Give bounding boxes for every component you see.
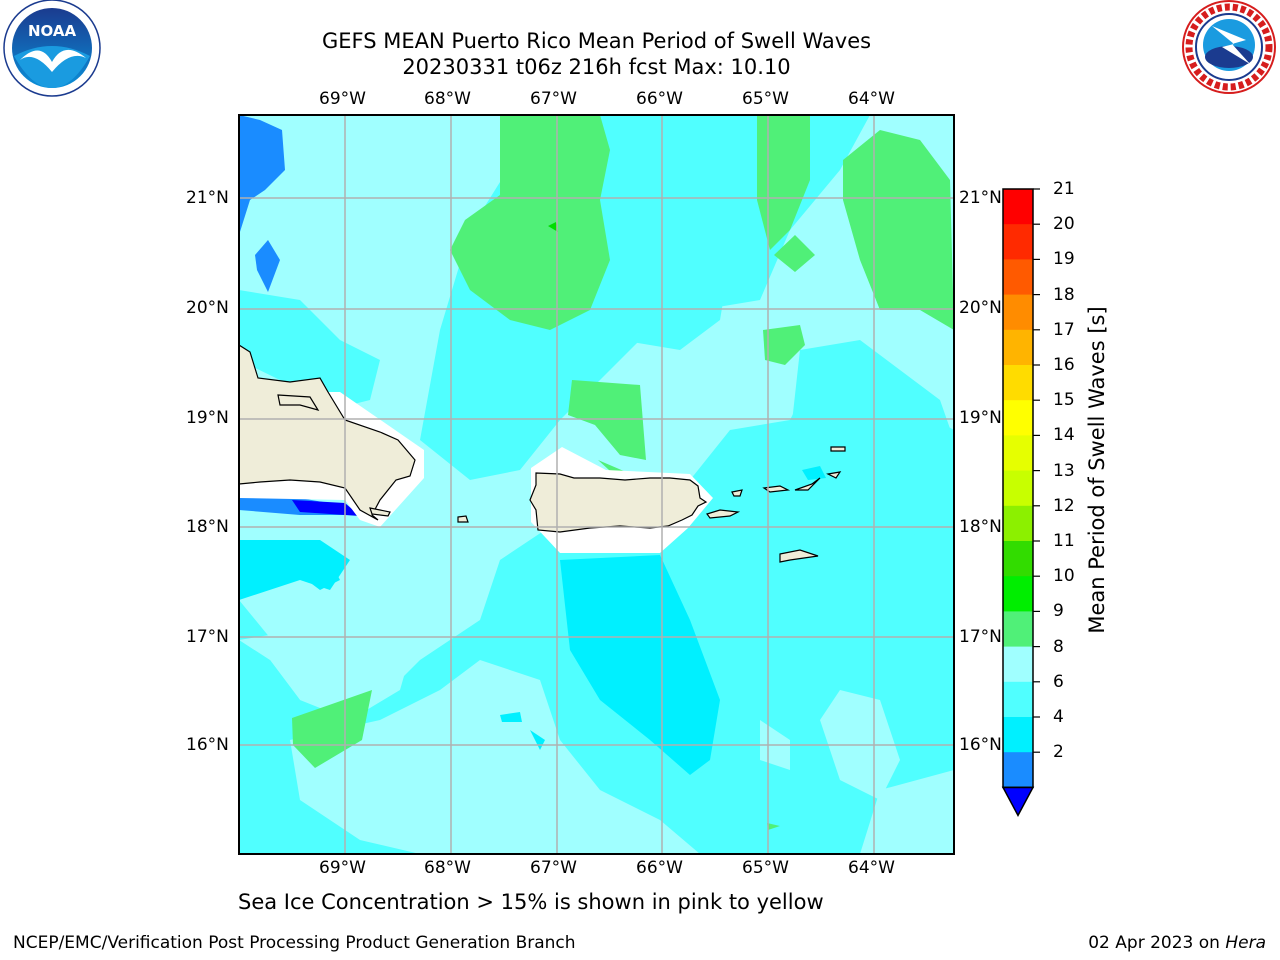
colorbar-tick-label: 16 [1053,355,1075,375]
colorbar-tick-label: 18 [1053,284,1075,305]
lon-label-top: 67°W [530,89,577,109]
lat-label-left: 21°N [186,188,229,208]
footer-date-text: 02 Apr 2023 on [1088,933,1226,953]
colorbar-frame [1002,188,1034,789]
colorbar-segment [1003,681,1033,718]
colorbar-tick-label: 8 [1053,636,1064,657]
colorbar-tick-label: 11 [1053,531,1075,551]
colorbar-segment [1003,329,1033,366]
footer-host: Hera [1225,933,1266,953]
map-frame [238,114,955,855]
footer-branch: NCEP/EMC/Verification Post Processing Pr… [13,933,576,953]
colorbar-segment [1003,189,1033,225]
lon-label-top: 69°W [319,89,366,109]
lat-label-left: 19°N [186,408,229,428]
colorbar [1001,188,1040,817]
colorbar-tick-label: 21 [1053,179,1075,199]
colorbar-tick-label: 4 [1053,707,1064,727]
lat-label-left: 18°N [186,517,229,537]
graticule [239,115,954,854]
sea-ice-note: Sea Ice Concentration > 15% is shown in … [238,890,824,914]
colorbar-under-extension [1001,786,1035,817]
lat-label-left: 17°N [186,627,229,647]
colorbar-segment [1003,435,1033,472]
lat-label-right: 20°N [959,298,1002,318]
lon-label-bottom: 67°W [530,858,577,878]
lat-label-right: 16°N [959,735,1002,755]
lon-label-bottom: 65°W [742,858,789,878]
lat-label-left: 16°N [186,735,229,755]
lon-label-bottom: 66°W [636,858,683,878]
lat-label-right: 17°N [959,627,1002,647]
colorbar-tick-label: 20 [1053,214,1075,235]
lon-label-bottom: 68°W [424,858,471,878]
colorbar-segment [1003,752,1033,788]
colorbar-segment [1003,294,1033,331]
nws-logo [1182,0,1276,94]
colorbar-tick-label: 10 [1053,566,1075,587]
colorbar-segment [1003,259,1033,296]
colorbar-segment [1003,717,1033,753]
lon-label-top: 65°W [742,89,789,109]
colorbar-tick-label: 17 [1053,319,1075,340]
lon-label-top: 64°W [848,89,895,109]
lat-label-right: 19°N [959,408,1002,428]
colorbar-segment [1003,646,1033,683]
map-area [239,115,954,854]
footer-date: 02 Apr 2023 on Hera [1088,933,1266,953]
svg-text:NOAA: NOAA [28,22,77,40]
colorbar-segment [1003,541,1033,577]
noaa-logo: NOAA [3,0,101,97]
lat-label-right: 18°N [959,517,1002,537]
colorbar-tick-label: 6 [1053,671,1064,692]
colorbar-tick-label: 9 [1053,601,1064,622]
colorbar-tick-label: 14 [1053,425,1075,446]
colorbar-tick-label: 2 [1053,742,1064,763]
colorbar-segment [1003,400,1033,436]
lat-label-left: 20°N [186,298,229,318]
colorbar-tick-label: 19 [1053,249,1075,270]
chart-subtitle: 20230331 t06z 216h fcst Max: 10.10 [402,55,791,79]
lon-label-top: 66°W [636,89,683,109]
colorbar-segment [1003,470,1033,507]
colorbar-segment [1003,576,1033,612]
lon-label-bottom: 69°W [319,858,366,878]
lat-label-right: 21°N [959,188,1002,208]
lon-label-top: 68°W [424,89,471,109]
colorbar-tick-label: 15 [1053,390,1075,411]
colorbar-label: Mean Period of Swell Waves [s] [1085,306,1109,634]
colorbar-tick-label: 12 [1053,495,1075,516]
colorbar-segment [1003,505,1033,542]
lon-label-bottom: 64°W [848,858,895,878]
chart-title: GEFS MEAN Puerto Rico Mean Period of Swe… [321,29,872,53]
colorbar-segment [1003,365,1033,401]
colorbar-segment [1003,224,1033,260]
colorbar-segment [1003,611,1033,648]
colorbar-tick-label: 13 [1053,460,1075,481]
